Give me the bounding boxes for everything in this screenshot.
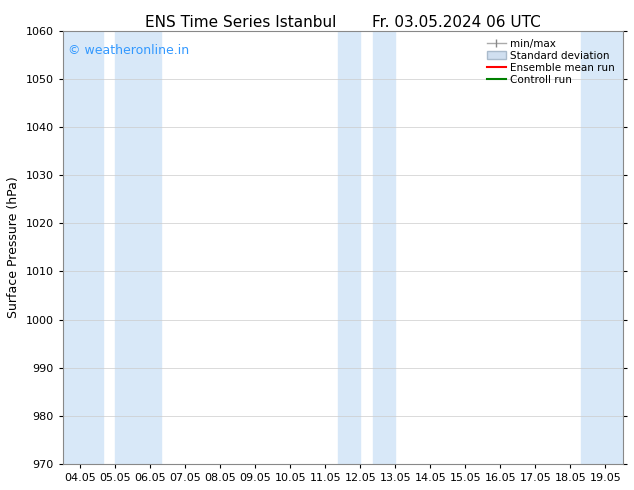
Bar <box>373 30 395 464</box>
Bar <box>581 30 623 464</box>
Y-axis label: Surface Pressure (hPa): Surface Pressure (hPa) <box>7 176 20 318</box>
Bar <box>115 30 160 464</box>
Legend: min/max, Standard deviation, Ensemble mean run, Controll run: min/max, Standard deviation, Ensemble me… <box>484 36 618 88</box>
Text: Fr. 03.05.2024 06 UTC: Fr. 03.05.2024 06 UTC <box>372 15 541 30</box>
Bar <box>63 30 103 464</box>
Bar <box>337 30 360 464</box>
Text: ENS Time Series Istanbul: ENS Time Series Istanbul <box>145 15 337 30</box>
Text: © weatheronline.in: © weatheronline.in <box>68 44 190 56</box>
